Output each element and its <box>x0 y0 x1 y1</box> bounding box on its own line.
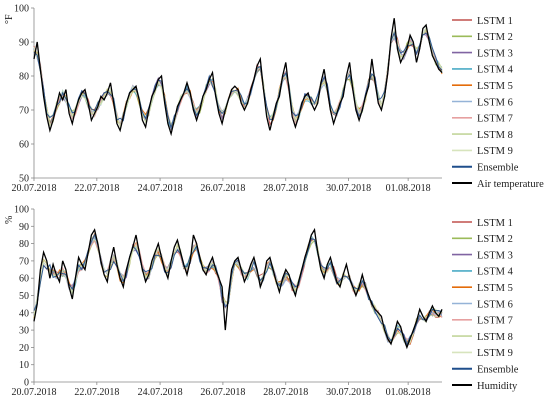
y-tick-label: 10 <box>19 360 29 371</box>
x-tick-label: 30.07.2018 <box>326 183 371 194</box>
y-tick-label: 80 <box>19 239 29 250</box>
x-tick-label: 24.07.2018 <box>138 387 183 398</box>
y-tick-label: 90 <box>19 222 29 233</box>
y-tick-label: 90 <box>19 38 29 49</box>
series-line-lstm-2 <box>33 238 443 344</box>
series-line-observed <box>33 227 443 350</box>
y-tick-label: 0 <box>24 378 29 389</box>
legend-label: LSTM 3 <box>477 48 513 59</box>
series-line-lstm-4 <box>33 234 443 344</box>
legend-label: LSTM 6 <box>477 299 513 310</box>
series-line-observed <box>33 18 443 137</box>
legend-label: LSTM 7 <box>477 114 513 125</box>
legend-label: LSTM 2 <box>477 234 513 245</box>
series-line-lstm-1 <box>33 234 443 345</box>
legend-label: LSTM 4 <box>477 65 514 76</box>
series-line-lstm-9 <box>33 238 443 348</box>
y-axis-unit-label: °F <box>4 14 15 24</box>
y-tick-label: 100 <box>14 205 29 216</box>
legend-label: LSTM 9 <box>477 348 513 359</box>
y-tick-label: 40 <box>19 308 29 319</box>
x-tick-label: 01.08.2018 <box>386 387 431 398</box>
x-tick-label: 28.07.2018 <box>263 387 308 398</box>
legend-label: LSTM 5 <box>477 283 513 294</box>
y-tick-label: 60 <box>19 140 29 151</box>
series-line-ensemble <box>33 233 443 348</box>
temperature-chart: 50 60 70 80 90 100°F 20.07.2018 22.07.2018 24.07… <box>4 4 544 195</box>
y-tick-label: 50 <box>19 174 29 185</box>
legend-label: LSTM 3 <box>477 250 513 261</box>
legend-label: Ensemble <box>477 163 519 174</box>
series-line-lstm-6 <box>33 235 443 343</box>
legend-label: LSTM 7 <box>477 316 513 327</box>
series-line-lstm-7 <box>33 239 443 343</box>
series-line-lstm-3 <box>33 234 443 344</box>
legend-label: LSTM 4 <box>477 267 514 278</box>
x-tick-label: 22.07.2018 <box>74 387 119 398</box>
legend-label: LSTM 1 <box>477 218 513 229</box>
series-line-lstm-8 <box>33 29 443 128</box>
series-line-lstm-8 <box>33 235 443 349</box>
series-line-lstm-5 <box>33 232 443 345</box>
x-tick-label: 26.07.2018 <box>200 183 245 194</box>
x-tick-label: 22.07.2018 <box>74 183 119 194</box>
x-tick-label: 01.08.2018 <box>386 183 431 194</box>
legend-label: LSTM 8 <box>477 332 513 343</box>
legend-label: LSTM 5 <box>477 81 513 92</box>
y-tick-label: 60 <box>19 274 29 285</box>
x-tick-label: 20.07.2018 <box>12 183 57 194</box>
humidity-chart: 0 10 20 30 40 50 60 70 80 90 100% 20.07.2018 22.07.2… <box>4 205 519 399</box>
legend-label: LSTM 2 <box>477 32 513 43</box>
y-tick-label: 30 <box>19 326 29 337</box>
y-tick-label: 100 <box>14 4 29 15</box>
legend-label: Air temperature <box>477 179 544 190</box>
legend-label: LSTM 9 <box>477 146 513 157</box>
x-tick-label: 20.07.2018 <box>12 387 57 398</box>
x-tick-label: 28.07.2018 <box>263 183 308 194</box>
x-tick-label: 30.07.2018 <box>326 387 371 398</box>
legend-label: Ensemble <box>477 365 519 376</box>
y-tick-label: 80 <box>19 72 29 83</box>
legend-label: LSTM 6 <box>477 97 513 108</box>
y-tick-label: 70 <box>19 256 29 267</box>
x-tick-label: 24.07.2018 <box>138 183 183 194</box>
y-tick-label: 20 <box>19 343 29 354</box>
y-tick-label: 50 <box>19 291 29 302</box>
y-tick-label: 70 <box>19 106 29 117</box>
legend-label: Humidity <box>477 381 518 392</box>
x-tick-label: 26.07.2018 <box>200 387 245 398</box>
y-axis-unit-label: % <box>4 216 15 224</box>
legend-label: LSTM 1 <box>477 16 513 27</box>
legend-label: LSTM 8 <box>477 130 513 141</box>
